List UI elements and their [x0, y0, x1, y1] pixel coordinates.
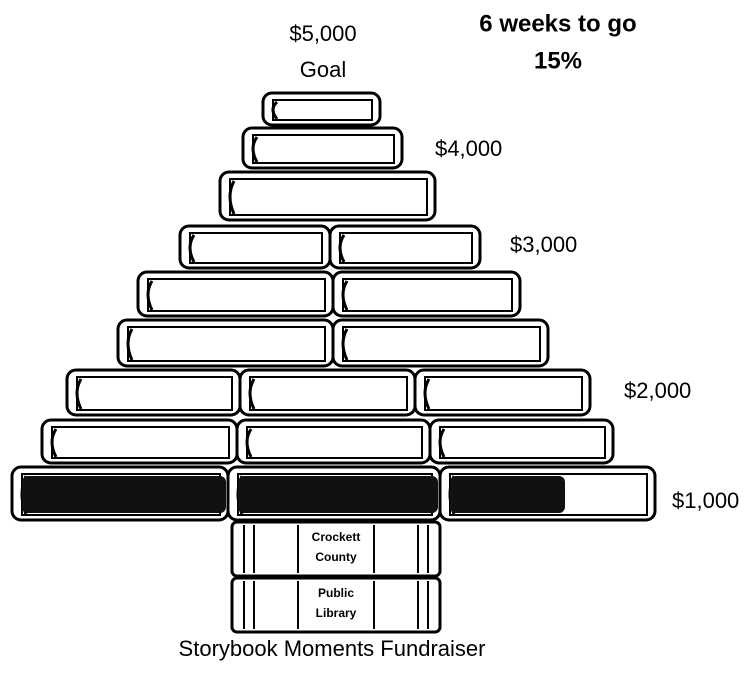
milestone: $1,000: [672, 488, 739, 513]
page: {"goal": {"amount": "$5,000", "label": "…: [0, 0, 756, 673]
progress: 15%: [534, 47, 582, 74]
progress-fill: [450, 476, 565, 513]
milestone: $4,000: [435, 136, 502, 161]
book-part: [425, 377, 582, 410]
book-part: [343, 279, 512, 311]
milestone: $3,000: [510, 232, 577, 257]
progress-fill: [238, 476, 438, 513]
book-part: [273, 100, 372, 120]
countdown: 6 weeks to go: [479, 10, 636, 37]
trunk-label: Crockett: [312, 530, 361, 544]
fundraiser-tree: $5,000 Goal 6 weeks to go 15% $4,000 $3,…: [0, 0, 756, 673]
book-part: [148, 279, 325, 311]
goal-label: Goal: [300, 57, 346, 82]
book-part: [230, 179, 427, 215]
book-part: [343, 327, 540, 361]
book-part: [190, 233, 322, 263]
book-part: [340, 233, 472, 263]
trunk-label: County: [315, 550, 357, 564]
book-part: [440, 427, 605, 458]
book-part: [128, 327, 325, 361]
book-part: [247, 427, 422, 458]
milestone: $2,000: [624, 378, 691, 403]
trunk-label: Library: [316, 606, 357, 620]
title: Storybook Moments Fundraiser: [179, 636, 486, 661]
progress-fill: [22, 476, 226, 513]
trunk-label: Public: [318, 586, 354, 600]
book-part: [253, 135, 394, 163]
book-part: [250, 377, 407, 410]
goal-amount: $5,000: [289, 21, 356, 46]
book-part: [52, 427, 229, 458]
book-part: [77, 377, 232, 410]
